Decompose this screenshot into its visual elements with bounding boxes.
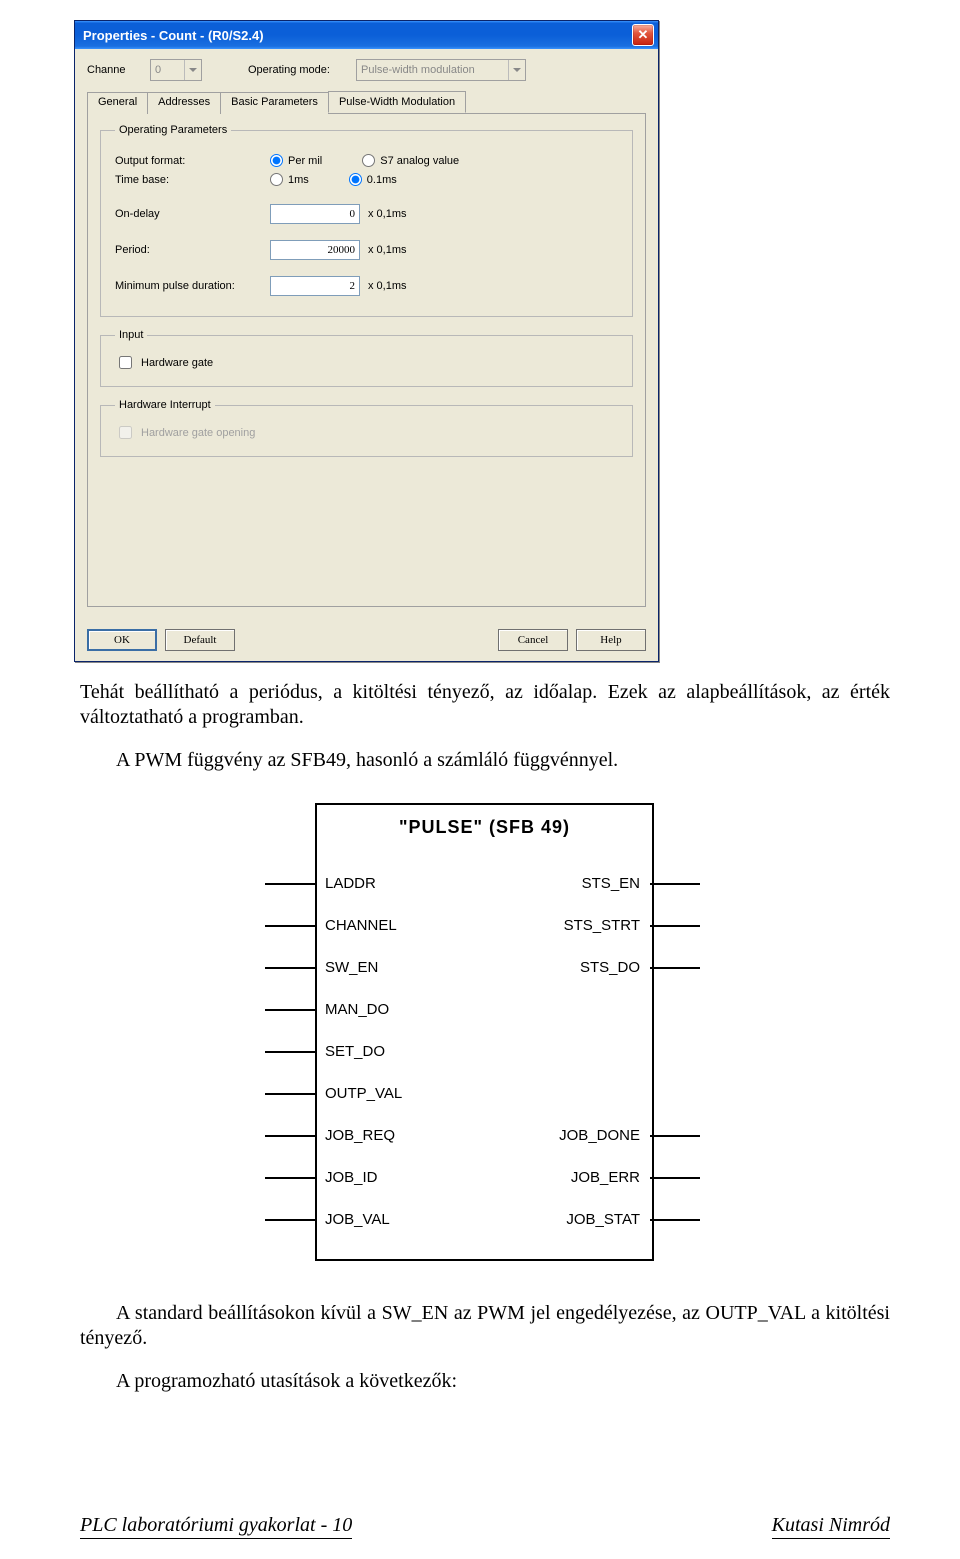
sfb-pin-left: SET_DO xyxy=(265,1043,395,1060)
channel-select: 0 xyxy=(150,59,202,81)
sfb-pin-right: STS_DO xyxy=(570,959,700,976)
group-hwinterrupt: Hardware Interrupt Hardware gate opening xyxy=(100,399,633,457)
paragraph-3: A standard beállításokon kívül a SW_EN a… xyxy=(80,1301,890,1351)
sfb-left-label: JOB_VAL xyxy=(315,1211,400,1228)
paragraph-1: Tehát beállítható a periódus, a kitöltés… xyxy=(80,680,890,730)
radio-01ms[interactable]: 0.1ms xyxy=(349,173,397,186)
paragraph-2: A PWM függvény az SFB49, hasonló a száml… xyxy=(80,748,890,773)
footer-left: PLC laboratóriumi gyakorlat - 10 xyxy=(80,1514,352,1539)
paragraph-4: A programozható utasítások a következők: xyxy=(80,1369,890,1394)
sfb-diagram: "PULSE" (SFB 49) LADDR STS_EN CHANNEL STS_S… xyxy=(205,803,760,1283)
group-input-legend: Input xyxy=(115,329,147,341)
sfb-pin-left: JOB_VAL xyxy=(265,1211,400,1228)
group-input: Input Hardware gate xyxy=(100,329,633,387)
sfb-pin-left: SW_EN xyxy=(265,959,388,976)
sfb-pin-left: MAN_DO xyxy=(265,1001,399,1018)
sfb-pin-left: LADDR xyxy=(265,875,386,892)
ondelay-unit: x 0,1ms xyxy=(368,208,407,220)
minpulse-label: Minimum pulse duration: xyxy=(115,280,270,292)
ok-button[interactable]: OK xyxy=(87,629,157,651)
channel-value: 0 xyxy=(155,64,161,76)
outputformat-label: Output format: xyxy=(115,155,270,167)
tab-basicparams[interactable]: Basic Parameters xyxy=(220,92,329,114)
sfb-left-label: JOB_REQ xyxy=(315,1127,405,1144)
period-unit: x 0,1ms xyxy=(368,244,407,256)
sfb-right-label: JOB_ERR xyxy=(561,1169,650,1186)
sfb-right-label: JOB_STAT xyxy=(556,1211,650,1228)
sfb-left-label: JOB_ID xyxy=(315,1169,388,1186)
opmode-select: Pulse-width modulation xyxy=(356,59,526,81)
footer-right: Kutasi Nimród xyxy=(772,1514,890,1539)
default-button[interactable]: Default xyxy=(165,629,235,651)
sfb-left-label: MAN_DO xyxy=(315,1001,399,1018)
radio-1ms[interactable]: 1ms xyxy=(270,173,309,186)
cancel-button[interactable]: Cancel xyxy=(498,629,568,651)
radio-permil[interactable]: Per mil xyxy=(270,154,322,167)
window-title: Properties - Count - (R0/S2.4) xyxy=(83,28,264,43)
chevron-down-icon xyxy=(508,60,525,80)
sfb-left-label: OUTP_VAL xyxy=(315,1085,412,1102)
group-operating: Operating Parameters Output format: Per … xyxy=(100,124,633,317)
ondelay-label: On-delay xyxy=(115,208,270,220)
sfb-left-label: SW_EN xyxy=(315,959,388,976)
sfb-title: "PULSE" (SFB 49) xyxy=(317,805,652,860)
properties-dialog: Properties - Count - (R0/S2.4) ✕ Channe … xyxy=(74,20,659,662)
sfb-pin-right: JOB_ERR xyxy=(561,1169,700,1186)
sfb-pin-left: JOB_REQ xyxy=(265,1127,405,1144)
sfb-pin-right: JOB_STAT xyxy=(556,1211,700,1228)
channel-label: Channe xyxy=(87,64,142,76)
tab-panel: Operating Parameters Output format: Per … xyxy=(87,114,646,607)
sfb-pin-left: CHANNEL xyxy=(265,917,407,934)
minpulse-input[interactable] xyxy=(270,276,360,296)
close-icon[interactable]: ✕ xyxy=(632,24,654,46)
opmode-label: Operating mode: xyxy=(248,64,348,76)
sfb-right-label: STS_STRT xyxy=(554,917,650,934)
sfb-right-label: JOB_DONE xyxy=(549,1127,650,1144)
sfb-pin-right: STS_EN xyxy=(572,875,700,892)
minpulse-unit: x 0,1ms xyxy=(368,280,407,292)
tab-addresses[interactable]: Addresses xyxy=(147,92,221,114)
sfb-pin-left: OUTP_VAL xyxy=(265,1085,412,1102)
chevron-down-icon xyxy=(184,60,201,80)
sfb-left-label: SET_DO xyxy=(315,1043,395,1060)
period-label: Period: xyxy=(115,244,270,256)
hwgateopen-checkbox: Hardware gate opening xyxy=(115,423,255,442)
page-footer: PLC laboratóriumi gyakorlat - 10 Kutasi … xyxy=(80,1514,890,1539)
tab-pwm[interactable]: Pulse-Width Modulation xyxy=(328,91,466,113)
group-operating-legend: Operating Parameters xyxy=(115,124,231,136)
sfb-right-label: STS_DO xyxy=(570,959,650,976)
tab-strip: General Addresses Basic Parameters Pulse… xyxy=(87,91,646,114)
sfb-pin-right: JOB_DONE xyxy=(549,1127,700,1144)
group-hwint-legend: Hardware Interrupt xyxy=(115,399,215,411)
sfb-right-label: STS_EN xyxy=(572,875,650,892)
radio-s7analog[interactable]: S7 analog value xyxy=(362,154,459,167)
sfb-pin-right: STS_STRT xyxy=(554,917,700,934)
opmode-value: Pulse-width modulation xyxy=(361,64,475,76)
tab-general[interactable]: General xyxy=(87,92,148,114)
sfb-left-label: LADDR xyxy=(315,875,386,892)
ondelay-input[interactable] xyxy=(270,204,360,224)
timebase-label: Time base: xyxy=(115,174,270,186)
help-button[interactable]: Help xyxy=(576,629,646,651)
titlebar: Properties - Count - (R0/S2.4) ✕ xyxy=(75,21,658,49)
sfb-pin-left: JOB_ID xyxy=(265,1169,388,1186)
period-input[interactable] xyxy=(270,240,360,260)
sfb-left-label: CHANNEL xyxy=(315,917,407,934)
hwgate-checkbox[interactable]: Hardware gate xyxy=(115,353,213,372)
